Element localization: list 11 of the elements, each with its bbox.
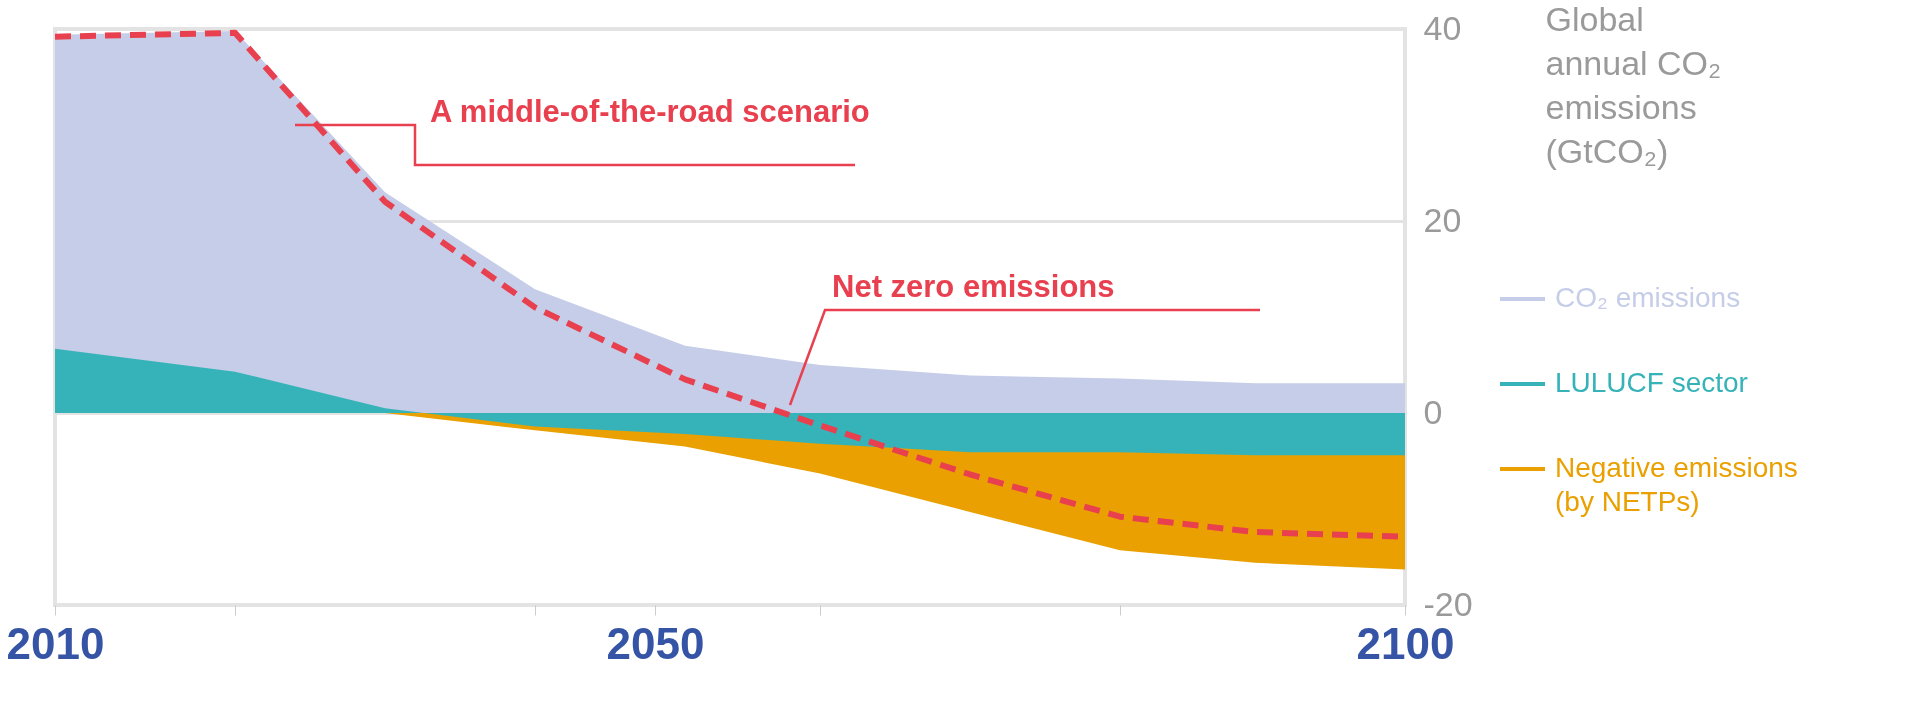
y-tick-label: 20	[1423, 200, 1462, 239]
y-tick-label: 40	[1423, 8, 1462, 47]
legend-label: CO₂ emissions	[1555, 282, 1741, 313]
annotation: Net zero emissions	[832, 269, 1115, 304]
y-axis-title: Global annual CO₂ emissions (GtCO₂)	[1545, 0, 1722, 170]
x-tick-label: 2010	[6, 618, 105, 668]
legend-label: Negative emissions (by NETPs)	[1555, 452, 1798, 517]
x-tick-label: 2050	[606, 618, 705, 668]
legend-label: LULUCF sector	[1555, 367, 1748, 398]
annotation: A middle-of-the-road scenario	[430, 94, 870, 129]
y-tick-label: 0	[1423, 392, 1443, 431]
